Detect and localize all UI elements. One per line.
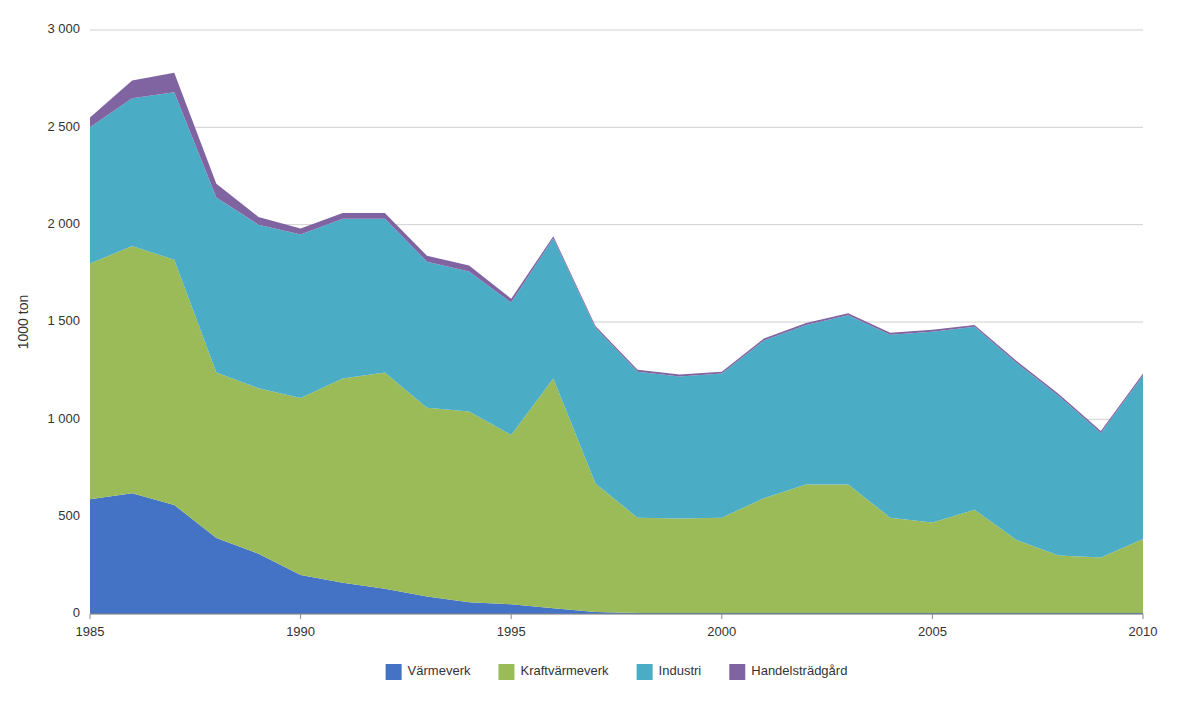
x-tick-label: 2005 — [918, 624, 947, 639]
grid-line — [90, 614, 1143, 615]
x-tick-label: 2010 — [1129, 624, 1158, 639]
grid — [90, 30, 1143, 614]
areas — [90, 73, 1143, 614]
y-tick-label: 1 000 — [47, 411, 80, 426]
x-tick — [511, 614, 512, 619]
chart-container: 0 500 1 000 1 500 2 000 2 500 3 000 1985 1990 199… — [0, 0, 1183, 724]
y-tick-label: 0 — [73, 605, 80, 620]
legend-swatch — [386, 664, 402, 680]
legend-label: Handelsträdgård — [751, 663, 847, 678]
y-axis: 0 500 1 000 1 500 2 000 2 500 3 000 — [47, 21, 80, 620]
x-tick — [1143, 614, 1144, 619]
x-tick — [932, 614, 933, 619]
legend-item: Kraftvärmeverk — [498, 663, 609, 680]
y-tick-label: 2 000 — [47, 216, 80, 231]
x-tick-label: 1995 — [497, 624, 526, 639]
x-tick — [90, 614, 91, 619]
area — [90, 73, 1143, 433]
grid-line — [90, 127, 1143, 128]
chart: 0 500 1 000 1 500 2 000 2 500 3 000 1985 1990 199… — [0, 0, 1183, 724]
legend-swatch — [498, 664, 514, 680]
legend-label: Kraftvärmeverk — [520, 663, 609, 678]
y-tick-label: 3 000 — [47, 21, 80, 36]
grid-line — [90, 30, 1143, 31]
x-tick — [300, 614, 301, 619]
legend-swatch — [637, 664, 653, 680]
x-axis: 1985 1990 1995 2000 2005 2010 — [76, 614, 1158, 639]
x-tick-label: 1985 — [76, 624, 105, 639]
legend-item: Industri — [637, 663, 702, 680]
y-tick-label: 2 500 — [47, 119, 80, 134]
legend-item: Handelsträdgård — [729, 663, 847, 680]
y-tick-label: 1 500 — [47, 313, 80, 328]
y-tick-label: 500 — [58, 508, 80, 523]
y-axis-label: 1000 ton — [15, 295, 31, 350]
x-tick-label: 1990 — [286, 624, 315, 639]
area — [90, 92, 1143, 557]
x-tick — [721, 614, 722, 619]
legend-swatch — [729, 664, 745, 680]
legend-label: Industri — [659, 663, 702, 678]
x-axis-line — [90, 614, 1143, 615]
legend-label: Värmeverk — [408, 663, 471, 678]
legend-item: Värmeverk — [386, 663, 471, 680]
legend: Värmeverk Kraftvärmeverk Industri Handelstr… — [386, 663, 848, 680]
x-tick-label: 2000 — [707, 624, 736, 639]
